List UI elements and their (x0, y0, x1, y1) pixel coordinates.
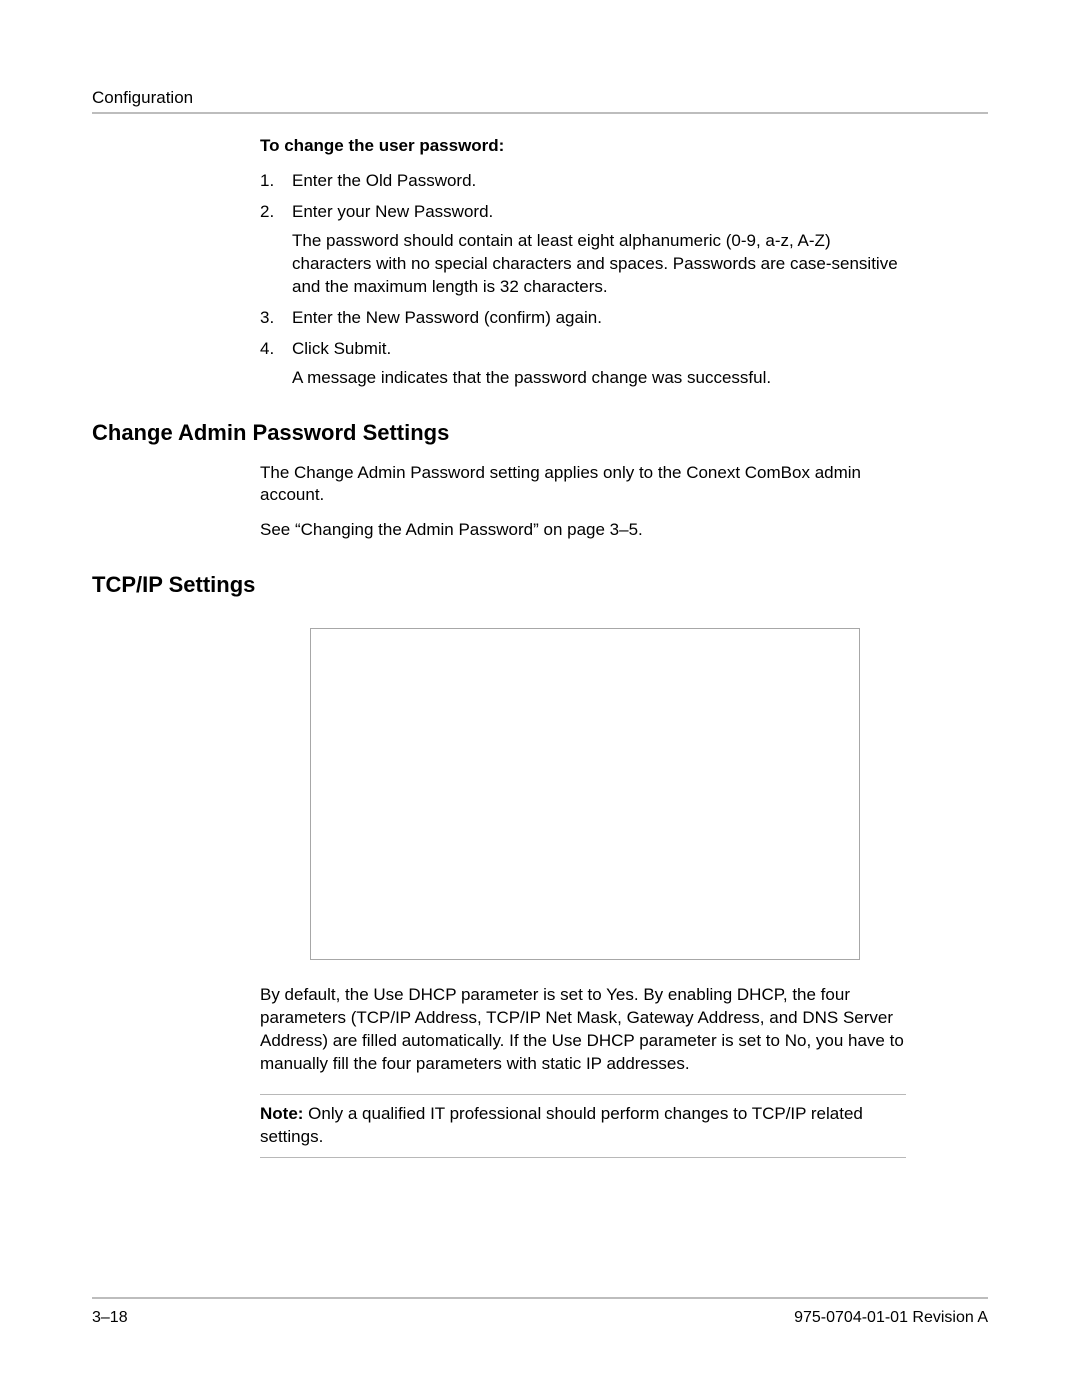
step-bold: Submit (334, 339, 387, 358)
step-text: Enter your New Password. The password sh… (292, 201, 906, 299)
step-bold: Old Password (366, 171, 472, 190)
note-body: Only a qualified IT professional should … (260, 1104, 863, 1146)
step-text: Enter the Old Password. (292, 170, 906, 193)
step-bold: New Password (375, 202, 488, 221)
admin-p2: See “Changing the Admin Password” on pag… (260, 519, 906, 542)
running-header: Configuration (92, 88, 988, 108)
step-prefix: Enter the (292, 171, 366, 190)
tcpip-b1: Yes (606, 985, 634, 1004)
note-block: Note: Only a qualified IT professional s… (260, 1094, 906, 1158)
page: Configuration To change the user passwor… (0, 0, 1080, 1397)
step-number: 3. (260, 307, 292, 330)
header-rule (92, 112, 988, 114)
tcpip-t1: By default, the Use DHCP parameter is se… (260, 985, 606, 1004)
note-label: Note: (260, 1104, 303, 1123)
password-steps: 1. Enter the Old Password. 2. Enter your… (260, 170, 906, 390)
step-prefix: Enter the (292, 308, 366, 327)
step-prefix: Enter your (292, 202, 375, 221)
step-number: 4. (260, 338, 292, 390)
step-text: Enter the New Password (confirm) again. (292, 307, 906, 330)
tcpip-section-title: TCP/IP Settings (92, 572, 988, 598)
footer: 3–18 975-0704-01-01 Revision A (92, 1297, 988, 1327)
footer-rule (92, 1297, 988, 1299)
step-2: 2. Enter your New Password. The password… (260, 201, 906, 299)
password-change-heading: To change the user password: (260, 136, 906, 156)
step-suffix: again. (551, 308, 602, 327)
note-text: Note: Only a qualified IT professional s… (260, 1103, 906, 1149)
footer-page: 3–18 (92, 1309, 128, 1327)
tcpip-para: By default, the Use DHCP parameter is se… (260, 984, 906, 1076)
tcpip-b2: No (785, 1031, 807, 1050)
step-sub: The password should contain at least eig… (292, 230, 906, 299)
step-3: 3. Enter the New Password (confirm) agai… (260, 307, 906, 330)
step-number: 2. (260, 201, 292, 299)
step-sub: A message indicates that the password ch… (292, 367, 906, 390)
admin-section-body: The Change Admin Password setting applie… (260, 462, 906, 543)
step-text: Click Submit. A message indicates that t… (292, 338, 906, 390)
step-bold: New Password (confirm) (366, 308, 551, 327)
step-suffix: . (386, 339, 391, 358)
step-number: 1. (260, 170, 292, 193)
step-4: 4. Click Submit. A message indicates tha… (260, 338, 906, 390)
tcpip-image-placeholder (310, 628, 860, 960)
step-suffix: . (489, 202, 494, 221)
password-change-block: To change the user password: 1. Enter th… (260, 136, 906, 390)
admin-p1: The Change Admin Password setting applie… (260, 462, 906, 508)
tcpip-body: By default, the Use DHCP parameter is se… (260, 984, 906, 1076)
admin-section-title: Change Admin Password Settings (92, 420, 988, 446)
footer-row: 3–18 975-0704-01-01 Revision A (92, 1309, 988, 1327)
note-rule-bottom (260, 1157, 906, 1158)
step-suffix: . (472, 171, 477, 190)
step-prefix: Click (292, 339, 334, 358)
step-1: 1. Enter the Old Password. (260, 170, 906, 193)
footer-doc: 975-0704-01-01 Revision A (794, 1309, 988, 1327)
note-rule-top (260, 1094, 906, 1095)
